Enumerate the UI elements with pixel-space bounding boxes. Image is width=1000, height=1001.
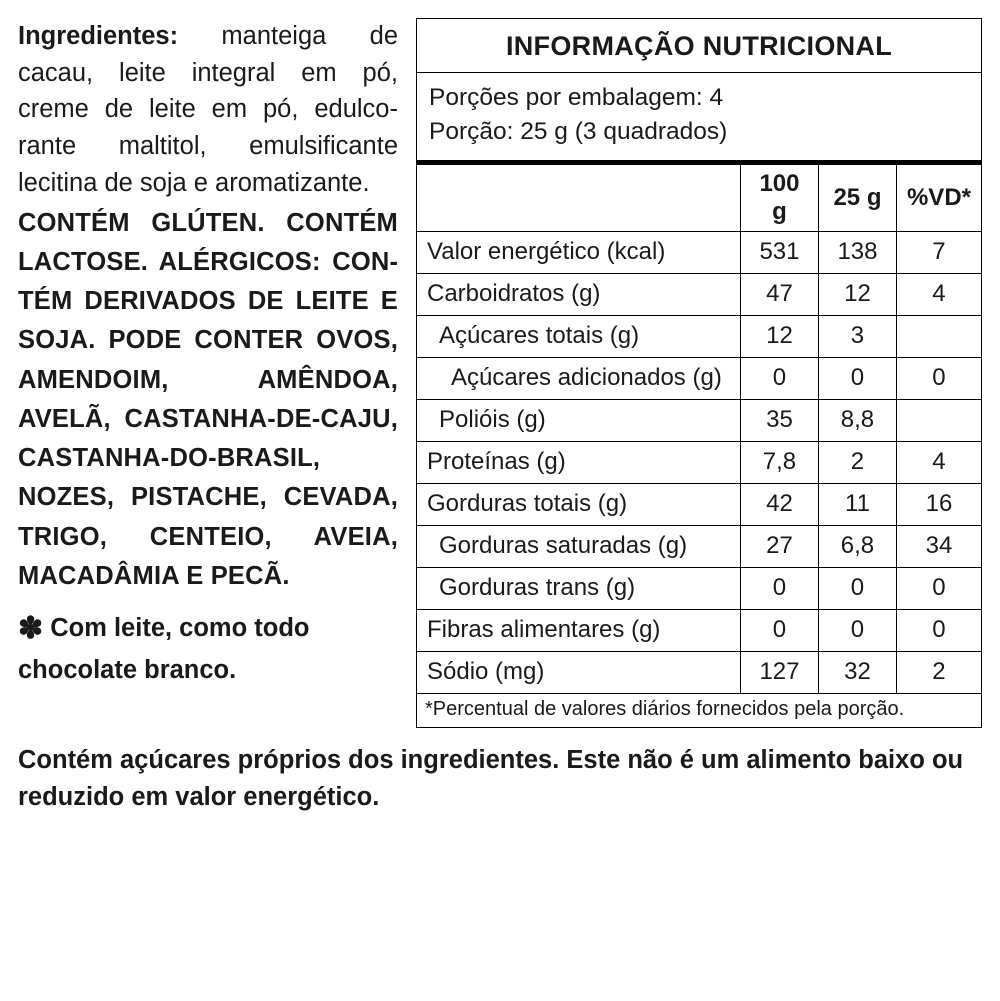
- row-value: [896, 399, 981, 441]
- asterisk-icon: ✽: [18, 612, 43, 645]
- row-label: Sódio (mg): [417, 651, 740, 693]
- row-value: 3: [818, 315, 896, 357]
- portion-size: Porção: 25 g (3 quadrados): [429, 115, 969, 149]
- row-label: Proteínas (g): [417, 441, 740, 483]
- nutrition-portion-block: Porções por embalagem: 4 Porção: 25 g (3…: [417, 73, 981, 165]
- table-row: Carboidratos (g)47124: [417, 273, 981, 315]
- row-value: 4: [896, 441, 981, 483]
- row-value: 27: [740, 525, 818, 567]
- row-value: 0: [818, 609, 896, 651]
- table-row: Valor energético (kcal)5311387: [417, 231, 981, 273]
- row-label: Gorduras totais (g): [417, 483, 740, 525]
- table-row: Gorduras saturadas (g)276,834: [417, 525, 981, 567]
- table-row: Gorduras trans (g)000: [417, 567, 981, 609]
- row-value: 42: [740, 483, 818, 525]
- nutrition-title: INFORMAÇÃO NUTRICIONAL: [417, 19, 981, 73]
- row-label: Valor energético (kcal): [417, 231, 740, 273]
- row-value: 7: [896, 231, 981, 273]
- row-value: 0: [818, 567, 896, 609]
- row-label: Polióis (g): [417, 399, 740, 441]
- row-value: 2: [818, 441, 896, 483]
- top-section: Ingredientes: manteiga de cacau, leite i…: [18, 18, 982, 728]
- row-value: [896, 315, 981, 357]
- ingredients-label: Ingredientes:: [18, 22, 178, 50]
- table-row: Açúcares adicionados (g)000: [417, 357, 981, 399]
- table-row: Açúcares totais (g)123: [417, 315, 981, 357]
- row-value: 0: [896, 609, 981, 651]
- table-row: Proteínas (g)7,824: [417, 441, 981, 483]
- row-value: 138: [818, 231, 896, 273]
- row-value: 0: [896, 567, 981, 609]
- nutrition-column: INFORMAÇÃO NUTRICIONAL Porções por embal…: [416, 18, 982, 728]
- row-label: Açúcares adicionados (g): [417, 357, 740, 399]
- row-value: 0: [740, 567, 818, 609]
- row-label: Carboidratos (g): [417, 273, 740, 315]
- row-value: 34: [896, 525, 981, 567]
- milk-note-text: Com leite, como todo chocolate branco.: [18, 614, 309, 684]
- row-value: 32: [818, 651, 896, 693]
- row-label: Fibras alimentares (g): [417, 609, 740, 651]
- row-value: 0: [740, 609, 818, 651]
- nutrition-facts-box: INFORMAÇÃO NUTRICIONAL Porções por embal…: [416, 18, 982, 728]
- allergen-text: CONTÉM GLÚTEN. CONTÉM LACTOSE. ALÉRGICOS…: [18, 204, 398, 597]
- row-value: 12: [740, 315, 818, 357]
- row-value: 2: [896, 651, 981, 693]
- nutrition-footnote: *Percentual de valores diários fornecido…: [417, 694, 981, 727]
- row-value: 6,8: [818, 525, 896, 567]
- nutrition-table: 100 g 25 g %VD* Valor energético (kcal)5…: [417, 165, 981, 694]
- row-value: 47: [740, 273, 818, 315]
- ingredients-column: Ingredientes: manteiga de cacau, leite i…: [18, 18, 398, 690]
- row-value: 7,8: [740, 441, 818, 483]
- table-row: Gorduras totais (g)421116: [417, 483, 981, 525]
- row-value: 0: [740, 357, 818, 399]
- row-label: Açúcares totais (g): [417, 315, 740, 357]
- table-row: Fibras alimentares (g)000: [417, 609, 981, 651]
- row-value: 35: [740, 399, 818, 441]
- row-value: 531: [740, 231, 818, 273]
- row-value: 8,8: [818, 399, 896, 441]
- row-value: 4: [896, 273, 981, 315]
- row-value: 12: [818, 273, 896, 315]
- row-label: Gorduras saturadas (g): [417, 525, 740, 567]
- table-row: Polióis (g)358,8: [417, 399, 981, 441]
- ingredients-paragraph: Ingredientes: manteiga de cacau, leite i…: [18, 18, 398, 202]
- table-row: Sódio (mg)127322: [417, 651, 981, 693]
- header-empty: [417, 165, 740, 232]
- row-value: 127: [740, 651, 818, 693]
- row-label: Gorduras trans (g): [417, 567, 740, 609]
- bottom-note: Contém açúcares próprios dos ingrediente…: [18, 742, 982, 816]
- header-vd: %VD*: [896, 165, 981, 232]
- milk-note: ✽ Com leite, como todo chocolate branco.: [18, 606, 398, 689]
- header-100g: 100 g: [740, 165, 818, 232]
- row-value: 0: [896, 357, 981, 399]
- table-header-row: 100 g 25 g %VD*: [417, 165, 981, 232]
- row-value: 16: [896, 483, 981, 525]
- portions-per-pack: Porções por embalagem: 4: [429, 81, 969, 115]
- row-value: 0: [818, 357, 896, 399]
- row-value: 11: [818, 483, 896, 525]
- header-25g: 25 g: [818, 165, 896, 232]
